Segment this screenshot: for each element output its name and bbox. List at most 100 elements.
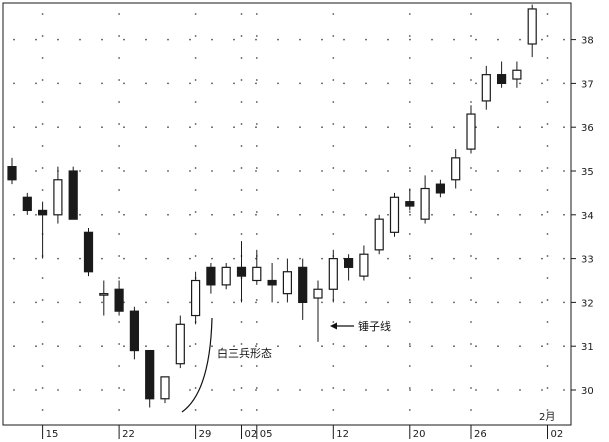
candle [282, 258, 292, 303]
x-tick-label: 02 [245, 429, 258, 440]
grid-dot [123, 213, 125, 216]
grid-dot [431, 345, 433, 348]
grid-dot [118, 255, 120, 257]
grid-dot [118, 101, 120, 103]
grid-dot [365, 301, 367, 304]
grid-dot [475, 257, 477, 260]
grid-dot [233, 38, 235, 41]
candle-body-down [298, 266, 308, 303]
grid-dot [497, 126, 499, 129]
candle [37, 201, 48, 259]
candle-body-up [191, 279, 201, 317]
candle [129, 306, 139, 360]
grid-dot [546, 343, 549, 345]
grid-dot [41, 299, 44, 301]
grid-dot [408, 255, 411, 257]
grid-dot [475, 389, 477, 391]
grid-dot [408, 167, 411, 169]
grid-dot [387, 257, 389, 260]
grid-dot [470, 101, 472, 103]
grid-dot [299, 170, 301, 172]
candle [374, 214, 384, 255]
grid-dot [453, 213, 455, 216]
grid-dot [387, 213, 389, 216]
grid-dot [41, 101, 44, 103]
grid-dot [541, 170, 543, 172]
grid-dot [123, 38, 125, 41]
grid-dot [470, 343, 472, 345]
grid-dot [240, 233, 243, 235]
grid-dot [470, 277, 472, 279]
grid-dot [497, 345, 499, 348]
grid-dot [255, 82, 257, 85]
candle [405, 188, 415, 211]
grid-dot [546, 321, 549, 323]
candle-body-down [83, 231, 94, 273]
grid-dot [101, 345, 103, 348]
grid-dot [167, 126, 169, 129]
grid-dot [255, 387, 258, 389]
grid-dot [431, 389, 433, 391]
candle-body-down [267, 279, 277, 286]
grid-dot [145, 213, 147, 216]
candle [22, 192, 32, 215]
grid-dot [519, 389, 521, 391]
grid-dot [475, 38, 477, 41]
grid-dot [546, 189, 549, 191]
grid-dot [194, 167, 197, 169]
grid-dot [13, 257, 15, 260]
grid-dot [167, 213, 169, 216]
month-label: 2月 [539, 411, 555, 423]
grid-dot [387, 345, 389, 348]
grid-dot [167, 257, 169, 260]
grid-dot [332, 233, 335, 235]
y-tick-label: 35 [581, 167, 594, 178]
grid-dot [13, 213, 15, 216]
candle-body-down [22, 196, 32, 212]
grid-dot [546, 299, 549, 301]
candle [344, 254, 354, 281]
grid-dot [255, 321, 258, 323]
grid-dot [365, 126, 367, 129]
grid-dot [194, 409, 197, 411]
grid-dot [35, 213, 37, 216]
grid-dot [240, 79, 243, 81]
grid-dot [101, 126, 103, 129]
grid-dot [519, 257, 521, 260]
grid-dot [123, 126, 125, 129]
grid-dot [387, 389, 389, 391]
white-three-soldiers-label: 白三兵形态 [217, 346, 272, 360]
grid-dot [211, 170, 213, 172]
grid-dot [240, 123, 243, 125]
grid-dot [211, 389, 213, 391]
candle [527, 4, 537, 58]
grid-dot [470, 167, 472, 169]
grid-dot [343, 213, 345, 216]
y-tick-label: 34 [581, 211, 594, 222]
grid-dot [497, 257, 499, 260]
grid-dot [41, 35, 44, 37]
grid-dot [431, 301, 433, 304]
grid-dot [194, 233, 197, 235]
grid-dot [233, 301, 235, 304]
grid-dot [194, 35, 197, 37]
grid-dot [255, 57, 258, 59]
grid-dot [194, 79, 197, 81]
x-tick-label: 22 [122, 429, 135, 440]
candle [114, 280, 124, 316]
candle-body-up [420, 187, 430, 220]
grid-dot [255, 79, 258, 81]
grid-dot [57, 345, 59, 348]
grid-dot [79, 82, 81, 85]
grid-dot [563, 257, 565, 260]
grid-dot [13, 301, 15, 304]
candle [389, 192, 400, 237]
grid-dot [321, 257, 323, 260]
grid-dot [541, 301, 543, 304]
grid-dot [541, 257, 543, 260]
grid-dot [41, 387, 44, 389]
grid-dot [277, 389, 279, 391]
grid-dot [408, 277, 411, 279]
grid-dot [41, 57, 44, 59]
grid-dot [563, 126, 565, 129]
